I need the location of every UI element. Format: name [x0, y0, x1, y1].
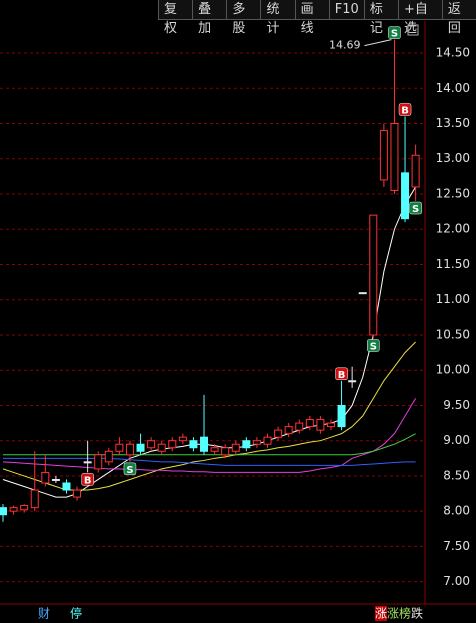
- footer-label: 涨: [375, 606, 387, 621]
- signal-label: B: [401, 105, 409, 116]
- candle-body: [62, 482, 71, 491]
- toolbar-button[interactable]: 画线: [294, 0, 329, 36]
- signal-marker: [409, 201, 422, 215]
- candle-body: [231, 443, 240, 452]
- candle-body: [401, 172, 410, 220]
- y-tick-label: 11.50: [436, 257, 470, 271]
- candle-body: [316, 419, 325, 431]
- candle-body: [411, 154, 420, 188]
- window-icon: [407, 24, 419, 36]
- candle-body: [9, 507, 18, 512]
- candle-body: [242, 440, 251, 449]
- candle-body: [305, 419, 314, 428]
- candle-body: [147, 440, 156, 449]
- candle-body: [200, 436, 209, 452]
- candle-body: [115, 443, 124, 452]
- footer-box: [387, 606, 411, 621]
- candle-body: [178, 436, 187, 442]
- y-tick-label: 13.50: [436, 116, 470, 130]
- toolbar-button[interactable]: 统计: [260, 0, 295, 36]
- y-tick-label: 11.00: [436, 292, 470, 306]
- candle-body: [274, 429, 283, 438]
- toolbar-button[interactable]: F10: [328, 0, 364, 20]
- y-tick-label: 14.00: [436, 81, 470, 95]
- candle-body: [30, 489, 39, 509]
- toolbar: 复权 叠加 多股 统计 画线 F10 标记 +自选 返回: [158, 0, 476, 36]
- signal-label: S: [391, 29, 398, 40]
- candle-body: [358, 292, 367, 295]
- candle-body: [0, 507, 7, 516]
- y-tick-label: 10.50: [436, 327, 470, 341]
- ma-line: [3, 433, 416, 456]
- toolbar-button[interactable]: 复权: [158, 0, 193, 36]
- y-tick-label: 9.00: [443, 433, 470, 447]
- y-tick-label: 14.50: [436, 46, 470, 60]
- candle-body: [390, 123, 399, 191]
- y-tick-label: 7.00: [443, 574, 470, 588]
- candle-body: [348, 380, 357, 383]
- ma-line: [2, 341, 416, 491]
- max-label: 14.69: [329, 39, 361, 52]
- candle-body: [379, 130, 388, 181]
- y-tick-label: 12.50: [436, 186, 470, 200]
- footer-box: [411, 606, 423, 621]
- max-arrow: [364, 39, 392, 47]
- candle-body: [210, 447, 219, 452]
- ma-line: [2, 186, 417, 498]
- footer-box: [375, 606, 387, 621]
- candle-body: [94, 454, 103, 470]
- signal-label: S: [126, 465, 133, 476]
- toolbar-button[interactable]: 返回: [441, 0, 476, 36]
- candle-body: [51, 478, 60, 481]
- signal-label: B: [84, 475, 92, 486]
- signal-marker: [81, 473, 94, 486]
- signal-label: S: [370, 341, 377, 352]
- y-tick-label: 12.00: [436, 222, 470, 236]
- candle-body: [125, 443, 134, 456]
- candle-body: [168, 440, 177, 449]
- candle-body: [252, 440, 261, 445]
- ma-line: [3, 457, 416, 466]
- footer-label: 停: [70, 606, 82, 621]
- footer-label: 涨榜: [387, 606, 411, 621]
- signal-marker: [123, 462, 137, 476]
- signal-label: B: [338, 370, 346, 381]
- signal-marker: [335, 367, 348, 381]
- candle-body: [41, 471, 50, 484]
- y-tick-label: 8.00: [443, 504, 470, 518]
- toolbar-button[interactable]: 标记: [363, 0, 398, 36]
- y-tick-label: 8.50: [443, 468, 470, 482]
- candle-body: [73, 489, 82, 498]
- toolbar-button[interactable]: 多股: [226, 0, 261, 36]
- candle-body: [83, 461, 92, 464]
- candle-body: [20, 505, 29, 511]
- candle-body: [337, 404, 346, 428]
- signal-marker: [388, 26, 401, 39]
- y-tick-label: 9.50: [443, 398, 470, 412]
- candle-body: [157, 443, 166, 452]
- y-tick-label: 10.00: [436, 363, 470, 377]
- candle-body: [295, 422, 304, 431]
- candle-body: [326, 422, 335, 428]
- candle-body: [263, 436, 272, 445]
- footer-label: 跌: [411, 606, 423, 621]
- ma-line: [2, 398, 417, 473]
- candle-body: [136, 443, 145, 452]
- candle-body: [104, 450, 113, 463]
- y-tick-label: 13.00: [436, 151, 470, 165]
- signal-marker: [367, 339, 380, 352]
- signal-label: S: [412, 204, 419, 215]
- signal-marker: [398, 103, 412, 116]
- candle-body: [369, 214, 378, 336]
- candle-body: [221, 447, 230, 456]
- y-tick-label: 7.50: [443, 539, 470, 553]
- candle-body: [284, 426, 293, 435]
- toolbar-button[interactable]: 叠加: [192, 0, 227, 36]
- candle-body: [189, 440, 198, 449]
- footer-label: 财: [38, 607, 50, 621]
